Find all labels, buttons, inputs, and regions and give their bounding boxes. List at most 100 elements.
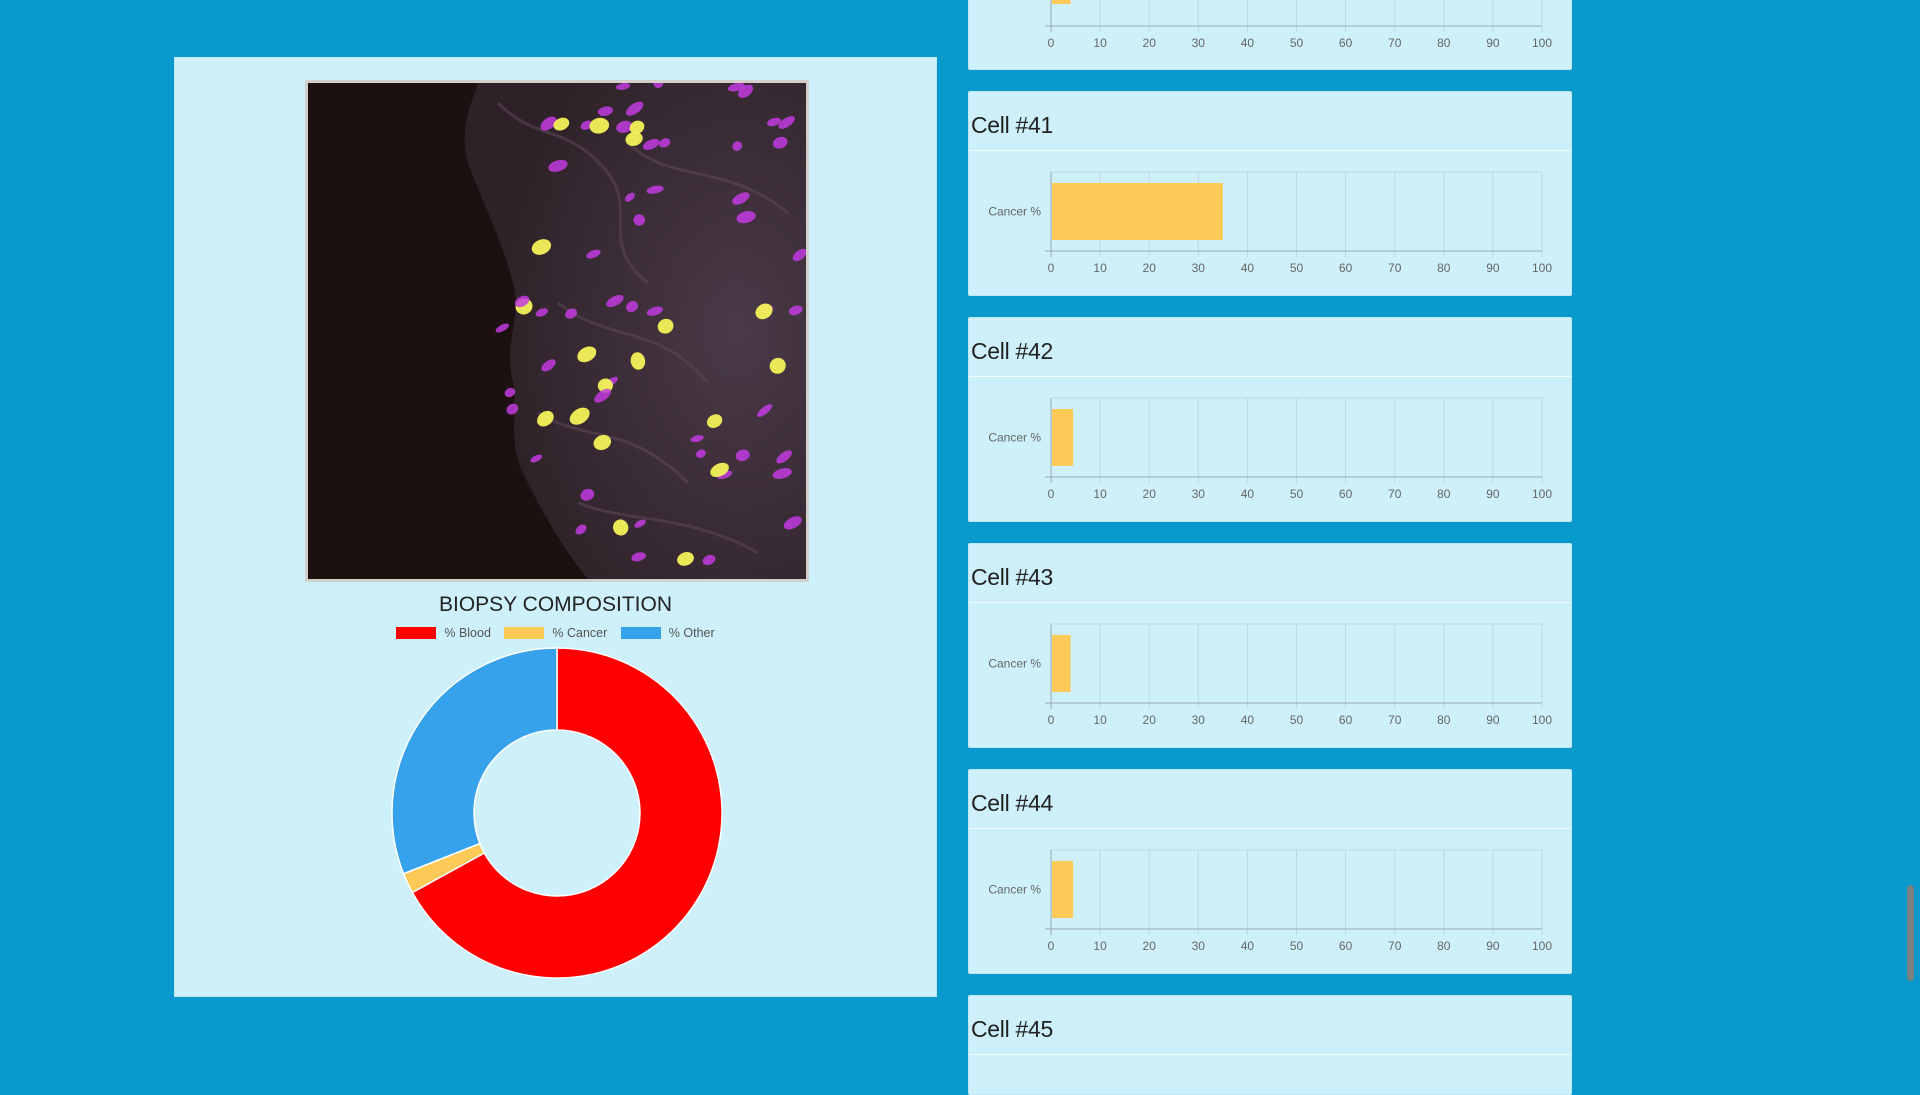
cell-nucleus xyxy=(586,249,601,259)
cancer-nucleus xyxy=(657,318,674,334)
cell-nucleus xyxy=(732,192,750,205)
cell-nucleus xyxy=(548,159,568,172)
cell-card: Cell #42 0 10 20 30 40 50 60 70 80 90 100 Cancer % xyxy=(968,317,1572,522)
x-tick-label: 100 xyxy=(1532,487,1552,501)
cancer-nucleus xyxy=(769,357,786,374)
cell-nucleus xyxy=(540,116,557,131)
cell-nucleus xyxy=(535,308,548,317)
cell-nucleus xyxy=(565,308,578,319)
cancer-nucleus xyxy=(677,552,694,566)
cell-nucleus xyxy=(646,185,664,194)
cell-nucleus xyxy=(690,435,704,443)
cell-nucleus xyxy=(646,306,663,316)
card-divider xyxy=(969,1054,1571,1055)
y-category-label: Cancer % xyxy=(988,657,1041,671)
cancer-nucleus xyxy=(553,117,570,131)
cell-nucleus xyxy=(594,388,611,403)
cell-nucleus xyxy=(506,403,519,415)
donut-slice-other[interactable] xyxy=(391,647,558,875)
card-divider xyxy=(969,150,1571,151)
cancer-bar[interactable] xyxy=(1052,409,1074,466)
x-tick-label: 10 xyxy=(1093,713,1107,727)
x-tick-label: 0 xyxy=(1048,36,1055,50)
cell-nucleus xyxy=(631,552,646,562)
donut-legend: % Blood % Cancer % Other xyxy=(175,625,936,640)
legend-label: % Other xyxy=(668,625,715,640)
cancer-nucleus xyxy=(531,239,552,255)
y-category-label: Cancer % xyxy=(988,205,1041,219)
x-tick-label: 20 xyxy=(1143,939,1157,953)
x-tick-label: 10 xyxy=(1093,487,1107,501)
cell-card: Cell #41 0 10 20 30 40 50 60 70 80 90 100 Cancer % xyxy=(968,91,1572,296)
x-tick-label: 60 xyxy=(1339,487,1353,501)
legend-swatch-cancer xyxy=(504,627,545,640)
x-tick-label: 20 xyxy=(1143,261,1157,275)
x-tick-label: 90 xyxy=(1486,939,1500,953)
cell-nucleus xyxy=(606,295,624,307)
x-tick-label: 100 xyxy=(1532,939,1552,953)
donut-slice-blood[interactable] xyxy=(411,647,723,979)
x-tick-label: 60 xyxy=(1339,36,1353,50)
cell-bar-chart: 0 10 20 30 40 50 60 70 80 90 100 Cancer % xyxy=(988,623,1552,727)
cell-nucleus xyxy=(772,468,792,479)
biopsy-donut-chart xyxy=(391,647,723,979)
x-tick-label: 40 xyxy=(1241,36,1255,50)
cell-card: Cell #43 0 10 20 30 40 50 60 70 80 90 100 Cancer % xyxy=(968,543,1572,748)
x-tick-label: 0 xyxy=(1048,487,1055,501)
cell-card: 0 10 20 30 40 50 60 70 80 90 100 xyxy=(968,0,1572,70)
x-tick-label: 70 xyxy=(1388,261,1402,275)
x-tick-label: 40 xyxy=(1241,939,1255,953)
cell-nucleus xyxy=(653,83,664,89)
fluorescence-microscopy-image xyxy=(305,80,809,582)
x-tick-label: 70 xyxy=(1388,487,1402,501)
x-tick-label: 50 xyxy=(1290,713,1304,727)
x-tick-label: 90 xyxy=(1486,261,1500,275)
card-divider xyxy=(969,376,1571,377)
cell-nucleus xyxy=(757,404,773,417)
cell-nucleus xyxy=(633,214,646,226)
x-tick-label: 0 xyxy=(1048,261,1055,275)
cell-nucleus xyxy=(783,516,802,530)
cancer-bar[interactable] xyxy=(1052,635,1071,692)
legend-item-cancer[interactable]: % Cancer xyxy=(504,626,607,640)
cell-title: Cell #44 xyxy=(971,790,1053,816)
cell-nucleus xyxy=(597,106,613,116)
x-tick-label: 100 xyxy=(1532,713,1552,727)
x-tick-label: 0 xyxy=(1048,939,1055,953)
cancer-nucleus xyxy=(589,117,610,134)
cell-nucleus xyxy=(658,138,671,148)
legend-swatch-other xyxy=(620,627,661,640)
cell-nucleus xyxy=(580,488,595,501)
cell-nucleus xyxy=(530,454,543,463)
legend-item-blood[interactable]: % Blood xyxy=(396,626,491,640)
cell-bar-chart: 0 10 20 30 40 50 60 70 80 90 100 xyxy=(1045,0,1552,50)
x-tick-label: 30 xyxy=(1192,261,1206,275)
cancer-nucleus xyxy=(755,303,773,320)
x-tick-label: 90 xyxy=(1486,36,1500,50)
cancer-nucleus xyxy=(625,131,643,146)
x-tick-label: 60 xyxy=(1339,261,1353,275)
cancer-nucleus xyxy=(629,120,645,135)
x-tick-label: 30 xyxy=(1192,36,1206,50)
cancer-bar[interactable] xyxy=(1052,0,1071,4)
x-tick-label: 20 xyxy=(1143,36,1157,50)
cell-bar-chart: 0 10 20 30 40 50 60 70 80 90 100 Cancer % xyxy=(988,849,1552,953)
x-tick-label: 30 xyxy=(1192,939,1206,953)
cancer-nucleus xyxy=(613,519,629,536)
cell-nucleus xyxy=(732,141,743,151)
page-scrollbar-thumb[interactable] xyxy=(1907,885,1914,981)
cell-nucleus xyxy=(767,117,781,127)
cell-title: Cell #45 xyxy=(971,1016,1053,1042)
x-tick-label: 50 xyxy=(1290,261,1304,275)
cancer-bar[interactable] xyxy=(1052,861,1074,918)
cancer-nucleus xyxy=(706,414,723,428)
biopsy-panel: BIOPSY COMPOSITION % Blood % Cancer % Ot… xyxy=(174,57,937,997)
x-tick-label: 50 xyxy=(1290,939,1304,953)
cell-nucleus xyxy=(702,554,716,566)
legend-item-other[interactable]: % Other xyxy=(620,625,715,640)
cell-nucleus xyxy=(696,449,706,458)
cancer-bar[interactable] xyxy=(1052,183,1223,240)
cell-nucleus xyxy=(575,524,587,535)
cell-nucleus xyxy=(541,359,556,372)
cell-title: Cell #41 xyxy=(971,112,1053,138)
